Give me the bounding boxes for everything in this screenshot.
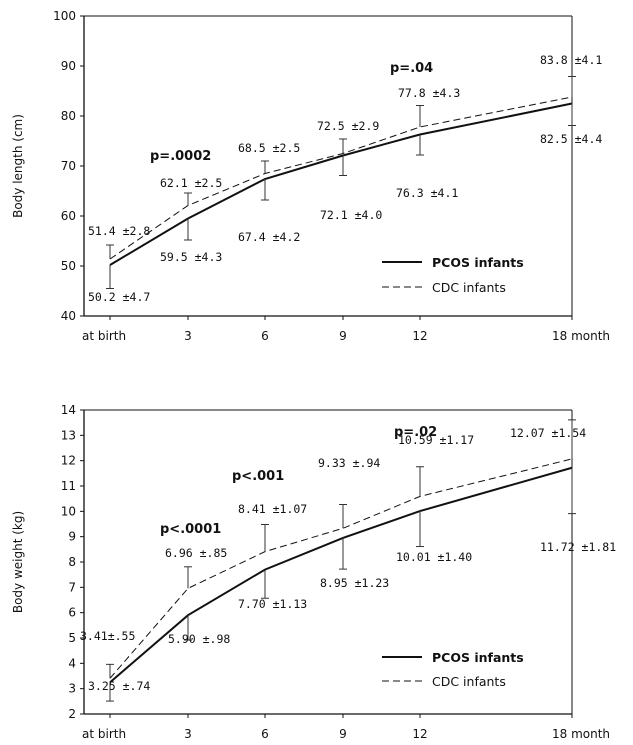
data-label: 7.70 ±1.13	[238, 597, 307, 611]
p-value-annotation: p<.001	[232, 469, 284, 484]
data-label: 76.3 ±4.1	[396, 186, 458, 200]
x-tick-label: 3	[184, 329, 192, 343]
y-tick-label: 10	[61, 504, 76, 518]
data-label: 12.07 ±1.54	[510, 426, 586, 440]
x-tick-label: at birth	[82, 329, 126, 343]
y-axis-label: Body length (cm)	[11, 114, 25, 218]
y-axis-label: Body weight (kg)	[11, 511, 25, 613]
data-label: 59.5 ±4.3	[160, 250, 222, 264]
y-tick-label: 40	[61, 309, 76, 323]
x-tick-label: 12	[412, 329, 427, 343]
x-tick-label: at birth	[82, 727, 126, 741]
data-label: 5.90 ±.98	[168, 632, 230, 646]
data-label: 6.96 ±.85	[165, 546, 227, 560]
y-tick-label: 3	[68, 682, 76, 696]
y-tick-label: 12	[61, 454, 76, 468]
y-tick-label: 100	[53, 9, 76, 23]
data-label: 10.59 ±1.17	[398, 433, 474, 447]
x-tick-label: 12	[412, 727, 427, 741]
series-line-pcos	[109, 466, 573, 684]
y-tick-label: 2	[68, 707, 76, 721]
y-tick-label: 7	[68, 580, 76, 594]
data-label: 3.41±.55	[80, 629, 135, 643]
data-label: 67.4 ±4.2	[238, 230, 300, 244]
p-value-annotation: p=.04	[390, 61, 433, 76]
data-label: 8.95 ±1.23	[320, 576, 389, 590]
x-tick-label: 9	[339, 727, 347, 741]
x-tick-label: 3	[184, 727, 192, 741]
chart-2: 2 3 4 5 6 7 8 9 10 11 12 13 14 Body weight (kg) at bir…	[11, 403, 616, 741]
y-tick-label: 70	[61, 159, 76, 173]
y-tick-label: 90	[61, 59, 76, 73]
data-label: 68.5 ±2.5	[238, 141, 300, 155]
legend-label-pcos: PCOS infants	[432, 650, 524, 665]
data-label: 8.41 ±1.07	[238, 502, 307, 516]
p-value-annotation: p=.02	[394, 425, 437, 440]
x-tick-label: 18 month	[552, 329, 610, 343]
y-tick-label: 4	[68, 656, 76, 670]
data-label: 83.8 ±4.1	[540, 53, 602, 67]
chart-1: 40 50 60 70 80 90 100 Body length (cm) at birth 3…	[11, 9, 610, 343]
p-value-annotation: p<.0001	[160, 522, 221, 537]
data-label: 9.33 ±.94	[318, 456, 380, 470]
x-tick-label: 18 month	[552, 727, 610, 741]
data-label: 10.01 ±1.40	[396, 550, 472, 564]
data-label: 51.4 ±2.8	[88, 224, 150, 238]
data-label: 77.8 ±4.3	[398, 86, 460, 100]
data-label: 3.25 ±.74	[88, 679, 150, 693]
series-line-cdc	[109, 458, 573, 679]
y-tick-label: 60	[61, 209, 76, 223]
data-label: 82.5 ±4.4	[540, 132, 602, 146]
y-tick-label: 14	[61, 403, 76, 417]
x-tick-label: 6	[261, 329, 269, 343]
legend-label-cdc: CDC infants	[432, 674, 506, 689]
x-tick-label: 6	[261, 727, 269, 741]
x-tick-label: 9	[339, 329, 347, 343]
series-line-pcos	[109, 102, 573, 266]
p-value-annotation: p=.0002	[150, 149, 211, 164]
y-tick-label: 8	[68, 555, 76, 569]
legend-label-cdc: CDC infants	[432, 280, 506, 295]
data-label: 11.72 ±1.81	[540, 540, 616, 554]
y-tick-label: 80	[61, 109, 76, 123]
data-label: 72.5 ±2.9	[317, 119, 379, 133]
y-tick-label: 50	[61, 259, 76, 273]
y-tick-label: 9	[68, 530, 76, 544]
data-label: 72.1 ±4.0	[320, 208, 382, 222]
data-label: 62.1 ±2.5	[160, 176, 222, 190]
y-tick-label: 5	[68, 631, 76, 645]
y-tick-label: 6	[68, 606, 76, 620]
legend-label-pcos: PCOS infants	[432, 255, 524, 270]
data-label: 50.2 ±4.7	[88, 290, 150, 304]
y-tick-label: 11	[61, 479, 76, 493]
y-tick-label: 13	[61, 428, 76, 442]
series-line-cdc	[109, 96, 573, 260]
